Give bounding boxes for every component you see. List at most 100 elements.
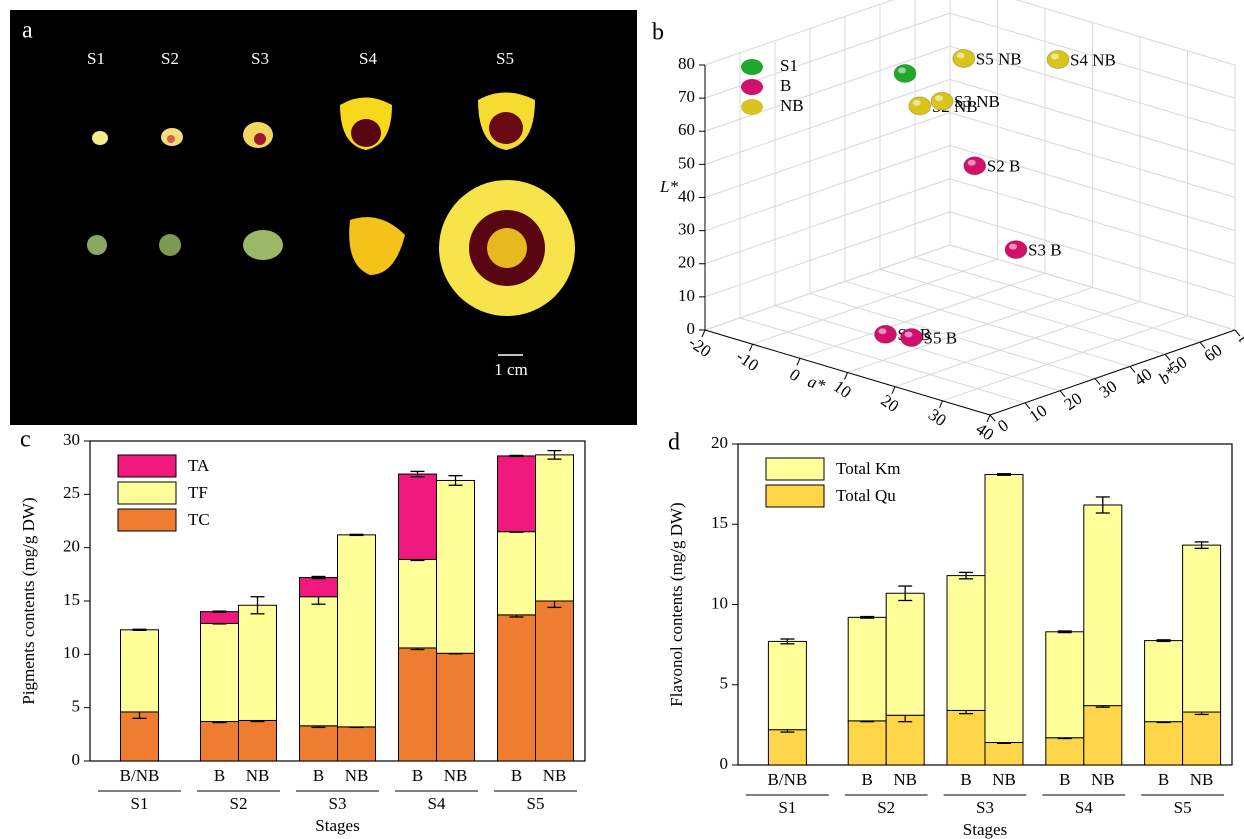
x-tick-label: NB [543,766,567,785]
bar-segment [121,712,159,761]
point-label: S5 NB [976,49,1022,68]
bar-segment [201,722,239,761]
y-tick-label: 20 [1061,389,1086,414]
bar-segment [1145,641,1183,722]
y-tick-label: 30 [1096,377,1121,402]
error-bar [213,611,227,612]
y-tick-label: 0 [994,415,1012,435]
point-label: S3 NB [954,92,1000,111]
point-highlight [913,100,921,106]
x-tick-label: B [1059,770,1070,789]
bar-segment [1145,722,1183,765]
bar-segment [437,480,475,653]
group-label: S4 [1075,798,1093,817]
grid-line [705,113,950,198]
x-tick-label: B [862,770,873,789]
point-label: S5 B [924,328,958,347]
x-axis-title: Stages [963,820,1007,839]
x-axis-title: Stages [315,816,359,835]
legend-swatch [118,509,176,531]
point [901,329,923,347]
bar-segment [768,730,806,765]
bar-segment [886,593,924,715]
legend-swatch [766,485,824,507]
stage-label: S1 [87,49,105,68]
point-highlight [968,160,976,166]
bar-segment [338,727,376,761]
grid-line [705,212,950,297]
point-highlight [898,67,906,73]
y-tick-label: 20 [711,433,728,452]
point [875,325,897,343]
scale-bar-label: 1 cm [494,360,528,379]
x-tick-label: 0 [786,365,804,385]
bar-segment [1046,632,1084,738]
legend-label: TA [188,456,210,475]
group-label: S5 [527,794,545,813]
bar-segment [1084,505,1122,706]
point [909,97,931,115]
grid-line [705,245,950,330]
legend-label: S1 [780,56,798,75]
bar-segment [1046,738,1084,765]
point-highlight [1009,244,1017,250]
x-tick-label: B/NB [768,770,808,789]
x-tick-label: NB [1091,770,1115,789]
legend-label: NB [780,96,804,115]
bar-segment [536,455,574,601]
x-tick-label: B [511,766,522,785]
bar-segment [848,617,886,721]
photo-panel: a S1 S2 S3 S4 S5 1 cm [10,10,637,425]
z-tick-label: 40 [678,186,695,205]
bar-segment [1183,712,1221,765]
y-axis-title: Flavonol contents (mg/g DW) [667,502,686,706]
grid-line [705,79,950,164]
point [1005,241,1027,259]
y-tick-label: 40 [1131,364,1156,389]
bar-segment [399,474,437,559]
bar-segment [121,630,159,712]
y-tick-label: 5 [72,697,81,716]
y-tick-label: 5 [720,674,729,693]
bar-segment [201,612,239,624]
bar-segment [300,597,338,726]
legend-label: Total Qu [836,486,896,505]
x-tick-label: B [960,770,971,789]
x-tick-label: NB [345,766,369,785]
bar-segment [985,474,1023,742]
legend-label: TC [188,510,210,529]
y-tick-label: 60 [1201,340,1226,365]
bar-segment [848,721,886,765]
panel-label: c [20,427,31,453]
point-label: S3 B [1028,241,1062,260]
x-tick-label: 20 [878,391,903,416]
y-axis [990,330,1235,415]
legend-label: TF [188,483,208,502]
y-tick-label: 0 [720,754,729,773]
y-tick-label: 10 [63,643,80,662]
error-bar [350,534,364,535]
y-tick-label: 15 [63,590,80,609]
x-tick-label: 30 [925,405,950,430]
y-tick-label: 30 [63,430,80,449]
point-highlight [935,95,943,101]
bar-segment [947,710,985,765]
grid-line [705,179,950,264]
bar-segment [399,648,437,761]
bar-segment [300,726,338,761]
z-tick-label: 20 [678,253,695,272]
grid-line [943,316,1188,401]
legend-marker [741,79,763,95]
bar-segment [399,559,437,648]
grid-line [915,257,1200,342]
grid-line [800,273,1045,358]
group-label: S3 [329,794,347,813]
group-label: S2 [230,794,248,813]
stage-label: S3 [251,49,269,68]
bar-segment [338,535,376,727]
error-bar [510,455,524,456]
bar-segment [498,532,536,615]
bar-segment [201,623,239,721]
point-label: S2 B [987,157,1021,176]
x-tick-label: NB [444,766,468,785]
